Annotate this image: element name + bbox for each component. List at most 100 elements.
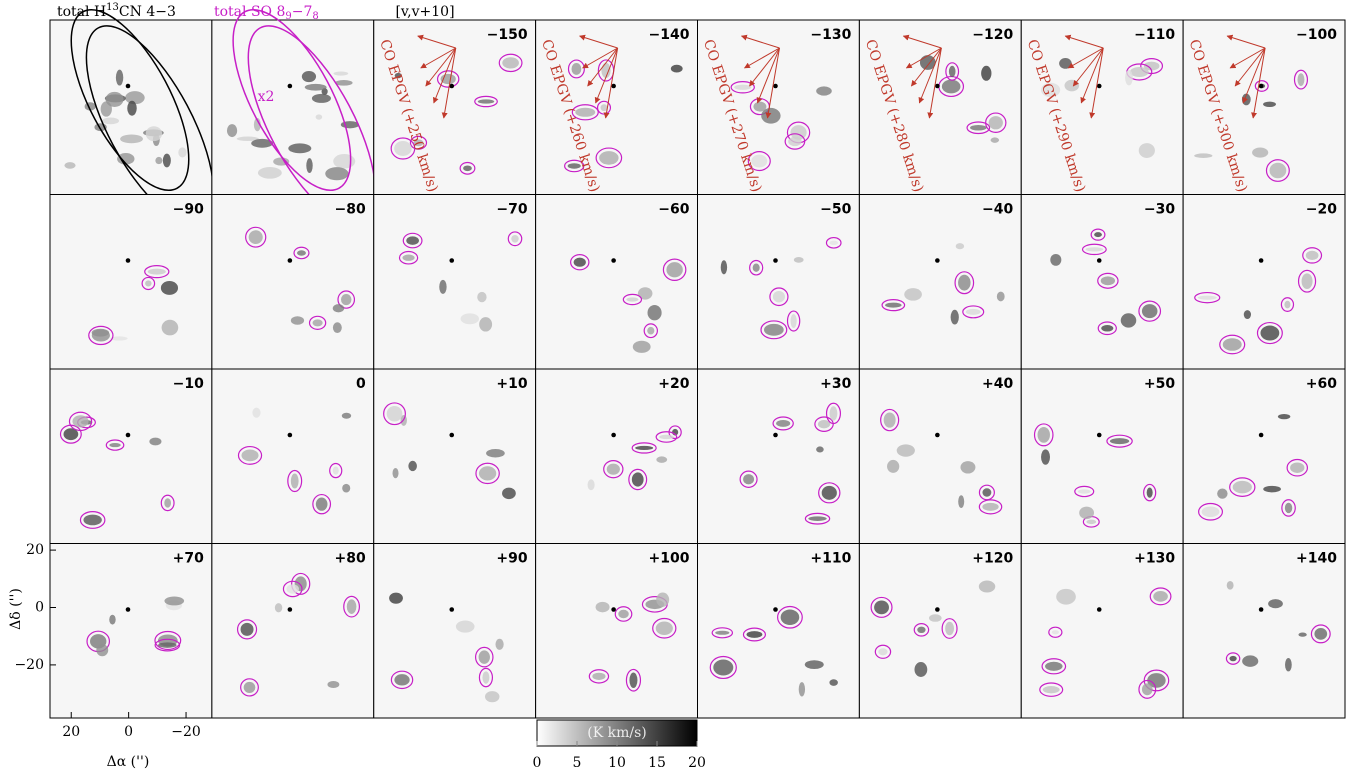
emission xyxy=(178,147,187,158)
emission xyxy=(965,308,981,315)
emission xyxy=(325,167,349,181)
panel: +100 xyxy=(535,543,698,719)
so-contour xyxy=(1225,652,1241,665)
panel-bg xyxy=(697,543,860,718)
center-dot xyxy=(1096,83,1102,89)
emission xyxy=(63,428,79,441)
center-dot xyxy=(449,258,455,263)
emission xyxy=(950,309,959,325)
so-contour xyxy=(1194,291,1221,304)
emission xyxy=(1226,580,1234,590)
so-contour xyxy=(1039,682,1064,697)
so-contour xyxy=(343,595,360,618)
panel: −50 xyxy=(697,194,860,370)
emission xyxy=(306,158,313,173)
channel-label: −40 xyxy=(982,202,1013,218)
so-contour xyxy=(804,512,831,525)
emission xyxy=(484,691,500,703)
so-contour xyxy=(1041,658,1067,675)
center-dot xyxy=(1258,83,1264,89)
emission xyxy=(1143,61,1160,71)
so-contour xyxy=(945,62,960,81)
so-title: total SO 89−78 xyxy=(214,4,319,22)
emission xyxy=(601,62,611,79)
x-tick-label: 20 xyxy=(62,724,80,740)
so-contour xyxy=(68,411,93,432)
emission xyxy=(495,638,504,650)
emission xyxy=(408,460,417,472)
emission xyxy=(110,336,128,341)
so-contour xyxy=(154,630,182,651)
center-dot xyxy=(449,607,455,612)
panel-bg xyxy=(211,543,374,718)
channel-label: −10 xyxy=(173,376,204,392)
so-contour xyxy=(398,250,419,265)
emission xyxy=(1045,661,1063,671)
emission xyxy=(955,243,965,250)
emission xyxy=(575,107,596,117)
center-dot xyxy=(935,83,940,89)
so-contour xyxy=(474,95,498,108)
emission xyxy=(115,69,124,86)
panel: −70 xyxy=(373,194,537,370)
emission xyxy=(333,153,356,169)
panel: +50 xyxy=(1020,368,1184,544)
emission xyxy=(917,626,926,634)
panel: +120 xyxy=(858,543,1022,719)
channel-label: +20 xyxy=(658,376,689,392)
emission xyxy=(829,240,839,246)
so-contour xyxy=(571,104,599,121)
epgv-arrow xyxy=(740,34,780,49)
so-contour xyxy=(622,293,643,306)
emission xyxy=(96,644,109,657)
colorbar-tick-label: 5 xyxy=(573,755,582,771)
channel-label: +100 xyxy=(649,551,690,567)
so-contour xyxy=(1265,159,1290,182)
emission xyxy=(1079,506,1095,520)
so-contour xyxy=(1256,321,1283,345)
emission xyxy=(874,600,889,615)
center-dot xyxy=(125,258,131,263)
emission xyxy=(821,485,837,500)
emission xyxy=(1041,449,1050,465)
center-dot xyxy=(125,432,131,438)
emission xyxy=(482,671,490,684)
channel-label: −70 xyxy=(496,202,527,218)
emission xyxy=(1094,232,1102,238)
so-contour xyxy=(570,254,590,271)
emission xyxy=(670,64,683,73)
so-contour xyxy=(643,323,658,339)
x-tick-label: −20 xyxy=(171,724,201,740)
so-contour xyxy=(881,298,906,312)
emission xyxy=(315,497,328,511)
emission xyxy=(1285,657,1292,672)
emission xyxy=(455,620,475,633)
emission xyxy=(573,257,586,267)
so-contour xyxy=(293,246,310,260)
emission xyxy=(948,65,956,78)
emission xyxy=(1222,338,1242,351)
so-contour xyxy=(1293,69,1309,90)
so-contour xyxy=(390,670,414,690)
so-contour xyxy=(1081,243,1107,256)
center-dot xyxy=(773,258,778,263)
emission xyxy=(788,136,802,147)
so-contour xyxy=(603,460,624,479)
scale-note: x2 xyxy=(258,89,275,105)
so-contour xyxy=(662,258,687,281)
panel: +10 xyxy=(373,368,537,544)
emission xyxy=(243,681,256,693)
emission xyxy=(1109,438,1130,445)
so-contour xyxy=(564,159,585,173)
colorbar-tick-label: 20 xyxy=(688,755,706,771)
emission xyxy=(981,65,992,81)
so-contour xyxy=(625,668,642,692)
epgv-arrow xyxy=(749,47,780,87)
so-contour xyxy=(105,439,125,451)
emission xyxy=(486,449,505,458)
emission xyxy=(386,405,403,422)
emission xyxy=(257,167,282,179)
epgv-arrow xyxy=(425,47,457,87)
